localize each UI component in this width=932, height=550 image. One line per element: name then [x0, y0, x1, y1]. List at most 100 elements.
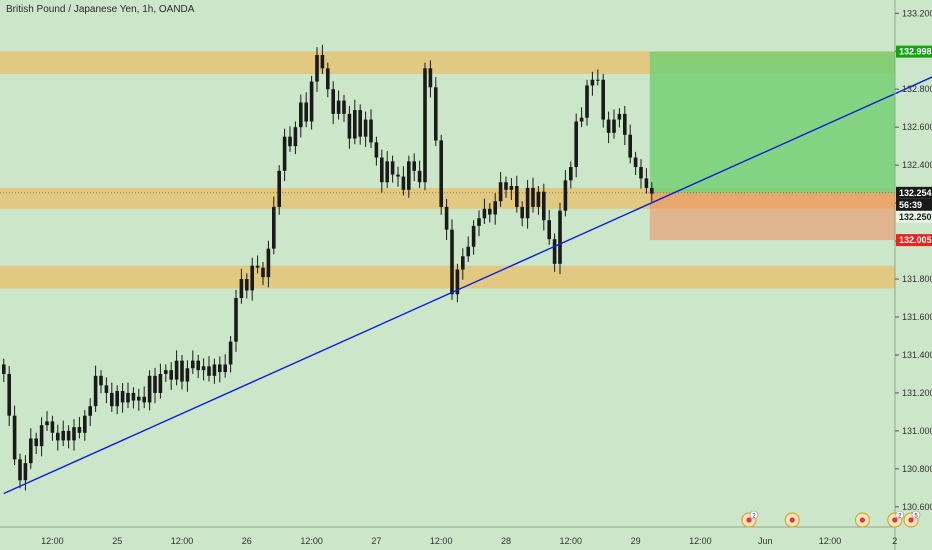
- candle-body: [39, 425, 44, 447]
- candle-body: [515, 186, 519, 207]
- candle: [509, 178, 514, 201]
- candle-body: [488, 208, 492, 215]
- candle: [515, 175, 519, 213]
- candle: [29, 428, 33, 469]
- target-price-badge-bg: [896, 45, 932, 58]
- candle-body: [88, 406, 92, 416]
- time-tick-label: 26: [242, 536, 252, 546]
- countdown-badge: 56:39: [899, 200, 922, 210]
- candle-body: [650, 187, 654, 194]
- candle-body: [493, 201, 497, 215]
- candle: [606, 111, 611, 144]
- candle-body: [282, 136, 287, 171]
- candle: [99, 370, 103, 394]
- candle: [191, 350, 195, 374]
- candle-body: [520, 206, 524, 219]
- candle: [228, 335, 233, 373]
- candle: [531, 177, 535, 213]
- candle-body: [212, 364, 217, 376]
- candle-body: [7, 373, 11, 416]
- candle: [439, 134, 443, 215]
- candle: [493, 193, 497, 225]
- candle-body: [131, 392, 136, 401]
- candle-body: [347, 113, 352, 139]
- candle: [223, 354, 227, 378]
- candle-body: [104, 385, 109, 393]
- candle: [423, 62, 427, 191]
- candle: [88, 398, 92, 426]
- candle: [261, 261, 265, 286]
- candle: [315, 47, 319, 92]
- candle-body: [585, 85, 589, 118]
- candle-body: [579, 117, 584, 122]
- chart-title: British Pound / Japanese Yen, 1h, OANDA: [6, 4, 195, 15]
- candle-body: [353, 110, 357, 139]
- candle-body: [185, 368, 190, 382]
- candle: [299, 94, 303, 138]
- candle-body: [369, 119, 373, 143]
- candle-body: [99, 375, 103, 386]
- countdown-badge-bg: [896, 198, 932, 211]
- candle-body: [250, 265, 254, 291]
- candle-body: [293, 127, 298, 147]
- price-tick-label: 132.800: [902, 84, 932, 94]
- candle: [444, 198, 449, 240]
- candle: [547, 209, 551, 245]
- candle-body: [639, 167, 643, 179]
- candle: [412, 153, 416, 182]
- candle: [612, 109, 616, 139]
- last-price-badge: 132.250: [899, 212, 932, 222]
- candle-body: [612, 119, 616, 133]
- candle-body: [574, 121, 578, 168]
- candle-body: [417, 170, 422, 183]
- candle-body: [180, 360, 184, 382]
- candle: [417, 160, 422, 188]
- candle: [450, 219, 454, 300]
- candle: [369, 109, 373, 149]
- candle: [407, 155, 411, 198]
- candle-body: [23, 463, 28, 481]
- candle: [110, 382, 114, 412]
- candle: [83, 410, 87, 441]
- last-price-badge-bg: [896, 210, 932, 223]
- candle: [72, 419, 76, 451]
- event-marker-dot: [908, 517, 914, 523]
- candle-body: [315, 55, 319, 82]
- event-count-text: 5: [914, 514, 918, 520]
- candle-body: [434, 87, 438, 141]
- price-tick-label: 133.200: [902, 8, 932, 18]
- candle-body: [18, 459, 22, 481]
- target-price-badge: 132.998: [899, 47, 932, 57]
- candle-body: [466, 246, 470, 257]
- candle-body: [77, 427, 82, 433]
- candle: [326, 62, 330, 98]
- candle-body: [563, 180, 568, 211]
- candle: [342, 94, 346, 122]
- current-price-badge: 132.254: [899, 188, 932, 198]
- candle: [180, 354, 184, 390]
- candle: [169, 362, 173, 390]
- event-count-badge: [895, 510, 905, 520]
- time-tick-label: 12:00: [41, 536, 64, 546]
- candle-body: [504, 182, 508, 190]
- candle: [628, 124, 632, 164]
- event-marker-dot: [859, 517, 866, 523]
- candle: [142, 386, 146, 409]
- price-tick-label: 131.600: [902, 312, 932, 322]
- candle-body: [423, 68, 427, 183]
- candle-body: [266, 248, 271, 278]
- candle: [466, 236, 470, 262]
- candle: [239, 268, 244, 304]
- candle-body: [509, 186, 514, 190]
- price-tick-label: 131.000: [902, 426, 932, 436]
- candle-body: [261, 267, 265, 278]
- candle-body: [363, 119, 368, 137]
- candle-body: [385, 161, 389, 183]
- candle-body: [552, 239, 557, 264]
- candle: [66, 425, 71, 449]
- trendline: [3, 76, 932, 495]
- candle: [552, 233, 557, 272]
- candle-body: [120, 391, 125, 403]
